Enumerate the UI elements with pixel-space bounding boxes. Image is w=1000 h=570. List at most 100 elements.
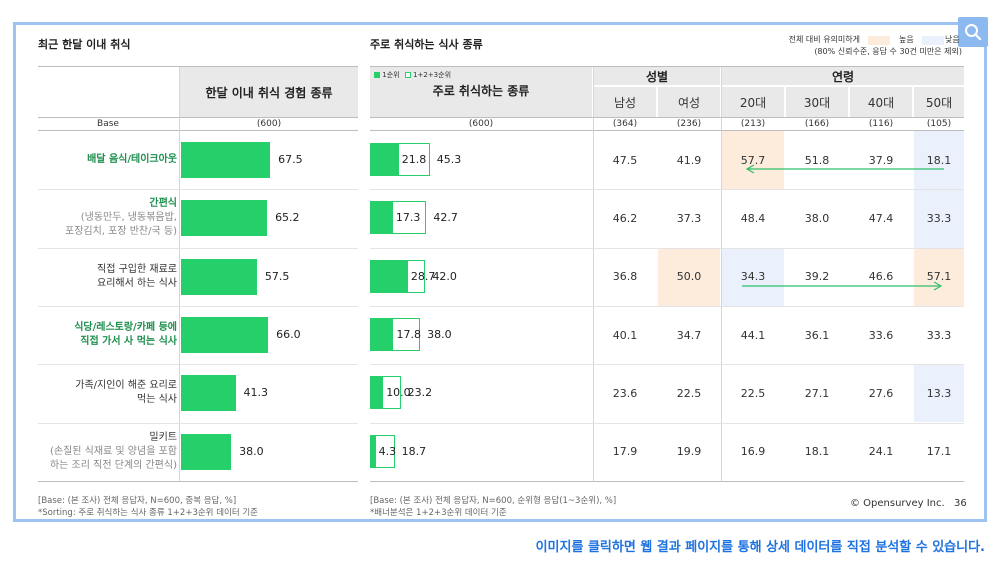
row-label-text: 배달 음식/테이크아웃: [87, 154, 177, 166]
column-header-5: 50대: [914, 87, 964, 117]
cell-5-1: 19.9: [676, 445, 702, 459]
left-top-rule: [38, 66, 358, 67]
left-bar-value-4: 41.3: [243, 386, 269, 400]
cell-3-4: 33.6: [868, 328, 894, 342]
cell-2-0: 36.8: [612, 270, 638, 284]
base-label: Base: [97, 119, 119, 129]
footnote-left-2: *Sorting: 주로 취식하는 식사 종류 1+2+3순위 데이터 기준: [38, 508, 259, 518]
cell-1-0: 46.2: [612, 211, 638, 225]
row-separator: [38, 247, 358, 249]
search-icon: [965, 24, 982, 41]
cell-1-2: 48.4: [740, 211, 766, 225]
cell-1-4: 47.4: [868, 211, 894, 225]
left-section-title: 최근 한달 이내 취식: [38, 38, 131, 51]
row-label-text: 간편식: [149, 198, 177, 210]
cell-5-4: 24.1: [868, 445, 894, 459]
first-rank-bar-5: [370, 434, 376, 468]
legend-high-label: 높음: [899, 35, 914, 44]
mid-base-rule: [370, 130, 964, 131]
cell-0-1: 41.9: [676, 153, 702, 167]
row-label-text: 가족/지인이 해준 요리로: [75, 380, 177, 392]
left-bar-4: [181, 375, 236, 412]
first-rank-bar-0: [370, 143, 399, 176]
cell-4-2: 22.5: [740, 386, 766, 400]
cell-4-1: 22.5: [676, 386, 702, 400]
cell-4-5: 13.3: [914, 364, 964, 423]
total-rank-value-4: 23.2: [407, 386, 433, 400]
mid-header: 주로 취식하는 종류: [432, 83, 530, 98]
search-button[interactable]: [958, 17, 988, 47]
cell-0-2: 57.7: [722, 131, 784, 190]
gender-age-divider: [721, 67, 722, 481]
left-bar-value-1: 65.2: [275, 211, 300, 225]
left-bottom-rule: [38, 481, 358, 482]
cell-2-1: 50.0: [658, 247, 720, 306]
row-label-1: 간편식 (냉동만두, 냉동볶음밥, 포장김치, 포장 반찬/국 등): [38, 189, 177, 247]
caption-link[interactable]: 이미지를 클릭하면 웹 결과 페이지를 통해 상세 데이터를 직접 분석할 수 …: [535, 540, 985, 555]
left-base-rule: [38, 130, 358, 131]
row-separator: [38, 364, 358, 366]
copyright: © Opensurvey Inc.: [850, 498, 945, 509]
column-header-4: 40대: [850, 87, 912, 117]
cell-3-3: 36.1: [804, 328, 830, 342]
total-rank-value-5: 18.7: [401, 444, 427, 458]
left-header: 한달 이내 취식 경험 종류: [180, 67, 358, 117]
column-header-0: 남성: [594, 87, 656, 117]
row-label-5: 밀키트 (손질된 식재료 및 양념을 포함 하는 조리 직전 단계의 간편식): [38, 423, 177, 481]
left-bar-value-5: 38.0: [239, 444, 264, 458]
first-rank-value-0: 21.8: [401, 153, 427, 166]
row-separator: [370, 247, 964, 249]
row-separator: [370, 422, 964, 424]
left-bar-value-0: 67.5: [278, 153, 303, 166]
row-label-text: 먹는 식사: [137, 394, 177, 406]
gender-header: 성별: [594, 67, 720, 85]
left-bar-3: [181, 316, 269, 353]
column-base-2: (213): [740, 119, 766, 129]
row-label-0: 배달 음식/테이크아웃: [38, 131, 177, 189]
total-rank-value-3: 38.0: [427, 327, 452, 341]
cell-2-3: 39.2: [804, 270, 830, 284]
first-rank-value-4: 10.0: [386, 386, 411, 400]
first-rank-swatch: [374, 72, 380, 78]
cell-4-0: 23.6: [612, 386, 638, 400]
column-base-3: (166): [804, 119, 830, 129]
row-label-text: 하는 조리 직전 단계의 간편식): [49, 459, 177, 471]
cell-5-2: 16.9: [740, 445, 766, 459]
row-separator: [370, 305, 964, 307]
cell-1-5: 33.3: [914, 189, 964, 248]
cell-2-5: 57.1: [914, 247, 964, 306]
legend-low-swatch: [922, 36, 944, 45]
cell-3-5: 33.3: [926, 328, 952, 342]
column-base-1: (236): [676, 119, 702, 129]
cell-5-3: 18.1: [804, 445, 830, 459]
cell-3-2: 44.1: [740, 328, 766, 342]
left-bar-5: [181, 433, 232, 470]
cell-5-0: 17.9: [612, 445, 638, 459]
column-header-3: 30대: [786, 87, 848, 117]
cell-0-4: 37.9: [868, 153, 894, 167]
footnote-mid-2: *배너분석은 1+2+3순위 데이터 기준: [370, 508, 507, 518]
row-label-text: 포장김치, 포장 반찬/국 등): [65, 226, 177, 238]
cell-4-3: 27.1: [804, 386, 830, 400]
cell-3-1: 34.7: [676, 328, 702, 342]
legend-note-line1: 전체 대비 유의미하게: [788, 35, 860, 44]
arrow-delivery-decline: [745, 164, 944, 174]
cell-2-4: 46.6: [868, 270, 894, 284]
left-divider: [179, 67, 180, 481]
trend-arrows: [742, 164, 944, 291]
first-rank-legend: 1순위: [382, 71, 400, 79]
age-header: 연령: [722, 67, 964, 85]
cell-0-3: 51.8: [804, 153, 830, 167]
column-base-4: (116): [868, 119, 894, 129]
mid-legend: 1순위 1+2+3순위: [374, 70, 451, 80]
column-header-2: 20대: [722, 87, 784, 117]
cell-2-2: 34.3: [722, 247, 784, 306]
row-separator: [38, 189, 358, 191]
first-rank-value-1: 17.3: [395, 211, 421, 225]
legend-low-label: 낮음: [945, 35, 960, 44]
left-bar-0: [181, 142, 271, 178]
first-rank-value-3: 17.8: [396, 327, 421, 341]
mid-divider: [593, 67, 594, 481]
row-label-text: 직접 구입한 재료로: [97, 263, 177, 275]
